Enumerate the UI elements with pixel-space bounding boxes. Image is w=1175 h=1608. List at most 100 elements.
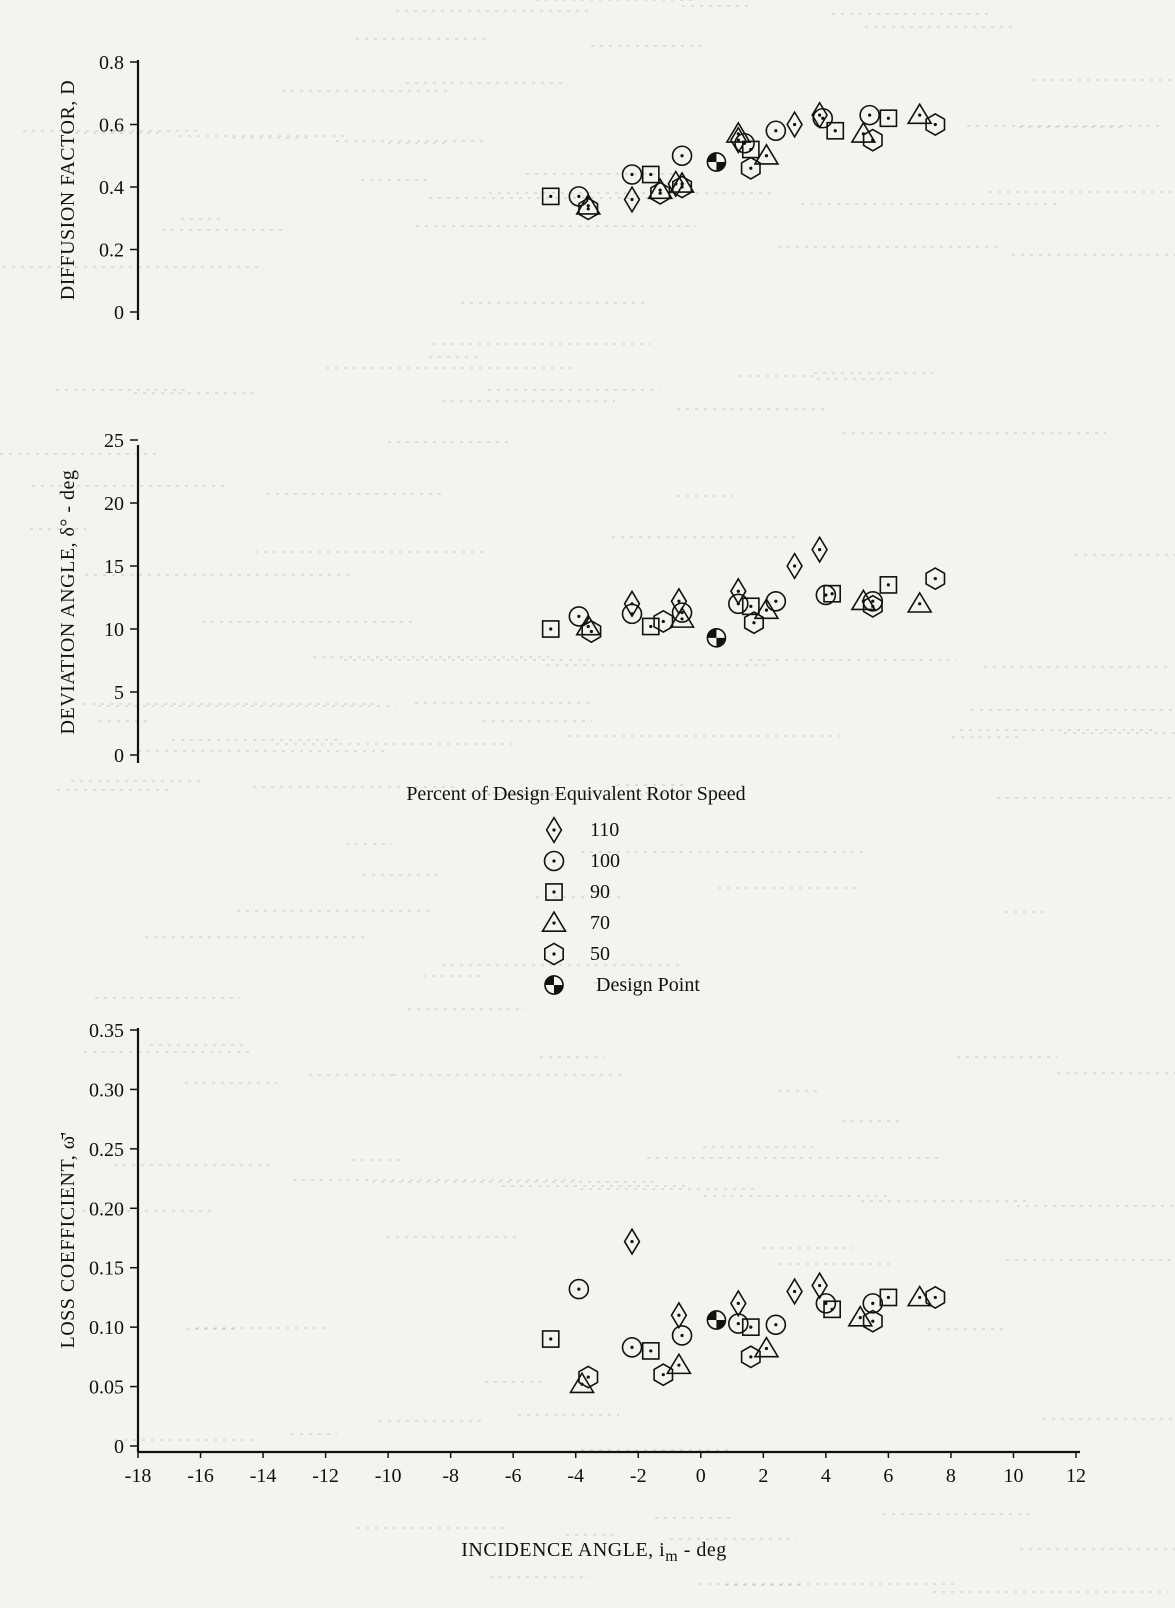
- x-axis-title-subscript: m: [665, 1548, 678, 1565]
- marker-center-dot: [764, 608, 769, 612]
- marker-center-dot: [749, 1325, 753, 1329]
- circle-marker-point: [728, 593, 749, 615]
- marker-center-dot: [933, 577, 937, 581]
- circle-marker-point: [862, 1293, 884, 1314]
- circle-outline: [728, 593, 749, 615]
- deviation-angle-panel: DEVIATION ANGLE, δ° - deg 0 5 10 15 20 25: [57, 430, 946, 767]
- circle-marker-point: [765, 1314, 787, 1336]
- circle-marker-point: [621, 164, 643, 185]
- triangle-marker-point: [906, 102, 933, 125]
- circle-marker-point: [812, 107, 834, 129]
- triangle-outline: [575, 193, 602, 215]
- triangle-marker-point: [575, 193, 602, 215]
- marker-center-dot: [793, 1289, 797, 1294]
- diamond-outline: [786, 110, 803, 139]
- square-marker-point: [879, 576, 898, 594]
- marker-center-dot: [858, 1316, 862, 1320]
- incidence-angle-x-tick-label: -18: [125, 1465, 152, 1487]
- incidence-angle-x-tick-label: 0: [696, 1465, 706, 1487]
- triangle-outline: [753, 1336, 780, 1358]
- legend-title: Percent of Design Equivalent Rotor Speed: [406, 783, 745, 805]
- hexagon-outline: [578, 197, 599, 221]
- marker-center-dot: [589, 629, 593, 634]
- marker-center-dot: [736, 138, 740, 142]
- diamond-outline: [545, 816, 563, 844]
- marker-center-dot: [886, 1295, 891, 1300]
- diamond-marker-point: [670, 1301, 688, 1330]
- marker-center-dot: [552, 828, 556, 832]
- marker-center-dot: [577, 194, 581, 198]
- circle-marker-point: [671, 602, 693, 623]
- triangle-outline: [541, 910, 567, 932]
- marker-center-dot: [833, 129, 837, 133]
- hexagon-marker-point: [862, 128, 883, 152]
- deviation-angle-y-tick-label: 25: [104, 430, 124, 452]
- diamond-outline: [623, 589, 641, 618]
- circle-outline: [815, 1293, 837, 1314]
- hexagon-outline: [740, 1345, 761, 1369]
- diamond-outline: [811, 1271, 828, 1300]
- deviation-angle-y-tick-label: 0: [114, 745, 124, 767]
- incidence-angle-x-tick-label: -6: [505, 1465, 522, 1487]
- square-marker-point: [879, 1288, 898, 1307]
- square-outline: [541, 1330, 560, 1348]
- triangle-marker-point: [847, 1305, 874, 1327]
- square-outline: [641, 165, 660, 184]
- hexagon-marker-point: [862, 594, 883, 618]
- marker-center-dot: [586, 624, 590, 629]
- circle-outline: [765, 120, 787, 142]
- square-outline: [541, 620, 560, 638]
- marker-center-dot: [586, 207, 590, 211]
- diamond-marker-point: [786, 552, 803, 580]
- design-point-quadrant: [554, 985, 564, 995]
- marker-center-dot: [677, 599, 681, 603]
- marker-center-dot: [552, 859, 556, 863]
- marker-center-dot: [630, 172, 634, 177]
- incidence-angle-x-tick-label: 8: [946, 1465, 956, 1487]
- design-point-marker-legend: [544, 975, 564, 995]
- diamond-outline: [811, 535, 828, 564]
- marker-center-dot: [577, 614, 581, 619]
- legend-entry-label: 110: [590, 819, 619, 841]
- marker-center-dot: [918, 113, 922, 117]
- marker-center-dot: [552, 890, 556, 894]
- marker-center-dot: [630, 612, 634, 616]
- loss-coefficient-y-tick-label: 0: [114, 1436, 124, 1458]
- diamond-marker-point: [623, 1227, 641, 1256]
- square-outline: [641, 617, 660, 636]
- circle-marker-point: [568, 606, 590, 627]
- square-marker-point: [879, 109, 898, 128]
- hexagon-marker-point: [925, 112, 946, 137]
- triangle-marker-point: [906, 591, 933, 613]
- square-outline: [545, 883, 563, 901]
- marker-center-dot: [871, 604, 875, 608]
- diamond-marker-point: [729, 126, 747, 155]
- triangle-marker-point: [753, 597, 780, 620]
- square-marker-point: [826, 121, 845, 140]
- design-point-quadrant: [707, 152, 717, 162]
- marker-center-dot: [886, 583, 891, 587]
- hexagon-marker-point: [740, 156, 761, 180]
- incidence-angle-x-tick-label: -4: [567, 1465, 584, 1487]
- legend-entry: 50: [543, 942, 610, 966]
- hexagon-outline: [543, 942, 565, 966]
- hexagon-outline: [740, 156, 761, 180]
- triangle-marker-point: [666, 1352, 692, 1375]
- hexagon-marker-legend: [543, 942, 565, 966]
- marker-center-dot: [774, 129, 778, 133]
- marker-center-dot: [736, 1301, 740, 1305]
- circle-outline: [859, 104, 880, 126]
- design-point-marker-point: [706, 627, 727, 648]
- design-point-quadrant: [544, 975, 554, 985]
- circle-outline: [621, 603, 643, 625]
- marker-center-dot: [630, 1345, 634, 1349]
- marker-center-dot: [649, 1349, 653, 1353]
- hexagon-outline: [578, 1365, 599, 1389]
- incidence-angle-x-tick-label: 6: [883, 1465, 893, 1487]
- marker-center-dot: [680, 185, 684, 189]
- triangle-marker-point: [725, 121, 752, 143]
- loss-coefficient-y-tick-label: 0.05: [89, 1377, 124, 1399]
- marker-center-dot: [549, 1337, 553, 1341]
